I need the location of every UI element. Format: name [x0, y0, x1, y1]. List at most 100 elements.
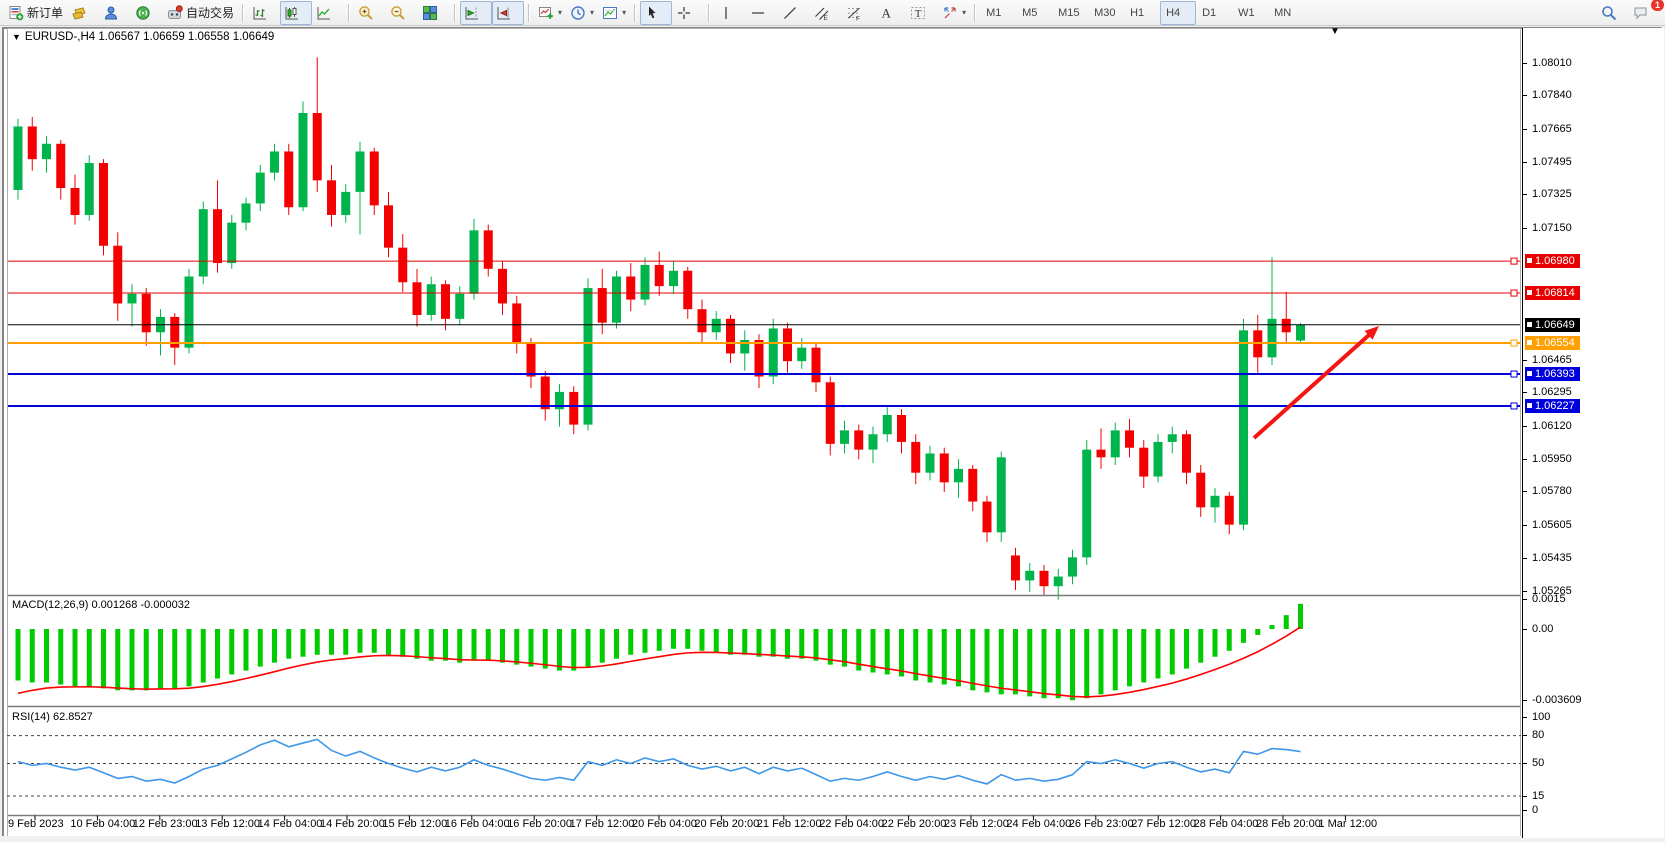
candle-body[interactable]: [56, 143, 66, 189]
candle-body[interactable]: [341, 191, 351, 215]
price-tag-1.06649[interactable]: 1.06649: [1525, 317, 1580, 332]
candle-body[interactable]: [1224, 495, 1234, 525]
candle-body[interactable]: [768, 328, 778, 377]
candle-body[interactable]: [498, 268, 507, 304]
candle-body[interactable]: [170, 316, 180, 348]
chart-canvas[interactable]: [7, 28, 1521, 838]
candle-body[interactable]: [455, 293, 465, 319]
crosshair-button[interactable]: [672, 1, 704, 25]
candle-body[interactable]: [954, 468, 963, 483]
line-chart-button[interactable]: [312, 1, 344, 25]
candle-body[interactable]: [1025, 570, 1035, 581]
candle-body[interactable]: [825, 382, 835, 444]
fibonacci-button[interactable]: F: [842, 1, 874, 25]
candle-body[interactable]: [426, 284, 436, 315]
tf-h1-button[interactable]: H1: [1124, 1, 1160, 25]
candle-body[interactable]: [412, 282, 422, 315]
candle-body[interactable]: [783, 328, 792, 362]
candle-body[interactable]: [1068, 557, 1077, 577]
candle-body[interactable]: [854, 430, 864, 450]
chevron-down-icon[interactable]: ▾: [558, 8, 563, 17]
candle-body[interactable]: [740, 339, 750, 354]
trend-arrow[interactable]: [1252, 329, 1375, 440]
candle-body[interactable]: [483, 230, 493, 269]
candle-body[interactable]: [270, 151, 279, 173]
candle-body[interactable]: [612, 276, 621, 323]
tf-m1-button[interactable]: M1: [980, 1, 1016, 25]
candle-body[interactable]: [526, 343, 536, 377]
candle-body[interactable]: [925, 453, 935, 473]
tf-m5-button[interactable]: M5: [1016, 1, 1052, 25]
indicators-button[interactable]: ▾: [534, 1, 566, 25]
candle-body[interactable]: [42, 143, 51, 160]
candle-body[interactable]: [868, 434, 878, 450]
candle-body[interactable]: [811, 347, 821, 383]
price-tag-1.06227[interactable]: 1.06227: [1525, 398, 1580, 413]
tf-mn-button[interactable]: MN: [1268, 1, 1304, 25]
equidistant-channel-button[interactable]: E: [810, 1, 842, 25]
signals-button[interactable]: [131, 1, 163, 25]
bar-chart-button[interactable]: [248, 1, 280, 25]
time-axis[interactable]: 9 Feb 2023 10 Feb 04:00 12 Feb 23:00 13 Feb…: [7, 818, 1521, 834]
candle-body[interactable]: [897, 415, 906, 442]
periods-button[interactable]: ▾: [566, 1, 598, 25]
candle-body[interactable]: [996, 457, 1006, 533]
level-anchor[interactable]: [1510, 339, 1518, 347]
vertical-line-button[interactable]: [714, 1, 746, 25]
trendline-button[interactable]: [778, 1, 810, 25]
candle-body[interactable]: [255, 172, 265, 204]
candle-body[interactable]: [384, 205, 393, 248]
candle-body[interactable]: [13, 126, 23, 190]
candle-body[interactable]: [1239, 330, 1248, 525]
candle-body[interactable]: [911, 441, 921, 473]
label-button[interactable]: T: [906, 1, 938, 25]
candle-body[interactable]: [227, 222, 237, 264]
candle-body[interactable]: [198, 209, 208, 277]
price-tag-1.06554[interactable]: 1.06554: [1525, 336, 1580, 351]
candle-body[interactable]: [298, 113, 308, 208]
candle-body[interactable]: [284, 151, 294, 208]
quotes-button[interactable]: [67, 1, 99, 25]
trend-arrow-head[interactable]: [1364, 326, 1379, 340]
candle-body[interactable]: [1267, 318, 1277, 358]
price-tag-1.06814[interactable]: 1.06814: [1525, 286, 1580, 301]
candle-body[interactable]: [1096, 449, 1106, 458]
tile-windows-button[interactable]: [418, 1, 450, 25]
candle-body[interactable]: [1196, 472, 1206, 508]
tf-h4-button[interactable]: H4: [1160, 0, 1197, 25]
candle-body[interactable]: [726, 318, 735, 354]
candle-body[interactable]: [1296, 324, 1305, 341]
level-anchor[interactable]: [1510, 370, 1518, 378]
candle-body[interactable]: [312, 113, 322, 181]
candle-body[interactable]: [654, 264, 664, 287]
candle-body[interactable]: [1011, 555, 1020, 581]
candle-body[interactable]: [840, 430, 849, 444]
search-button[interactable]: [1597, 1, 1629, 25]
candle-body[interactable]: [1125, 430, 1134, 448]
candle-body[interactable]: [1110, 430, 1120, 458]
tf-m15-button[interactable]: M15: [1052, 1, 1088, 25]
candle-body[interactable]: [512, 303, 522, 344]
candle-body[interactable]: [754, 339, 764, 377]
candle-body[interactable]: [583, 288, 593, 425]
candle-body[interactable]: [27, 126, 37, 160]
chart-region[interactable]: [7, 28, 1521, 838]
candle-body[interactable]: [369, 151, 379, 206]
candle-body[interactable]: [127, 293, 137, 304]
candle-body[interactable]: [1182, 434, 1191, 473]
candlestick-chart-button[interactable]: [280, 0, 313, 25]
candle-body[interactable]: [797, 347, 807, 362]
candle-body[interactable]: [626, 276, 636, 300]
candle-body[interactable]: [640, 264, 650, 300]
candle-body[interactable]: [669, 270, 678, 287]
tf-w1-button[interactable]: W1: [1232, 1, 1268, 25]
candle-body[interactable]: [99, 163, 108, 246]
profile-button[interactable]: [99, 1, 131, 25]
candle-body[interactable]: [1082, 449, 1092, 558]
candle-body[interactable]: [441, 284, 450, 319]
chat-button[interactable]: 1: [1629, 0, 1664, 25]
zoom-in-button[interactable]: [354, 1, 386, 25]
candle-body[interactable]: [968, 468, 978, 502]
chevron-down-icon[interactable]: ▾: [962, 8, 967, 17]
tf-m30-button[interactable]: M30: [1088, 1, 1124, 25]
